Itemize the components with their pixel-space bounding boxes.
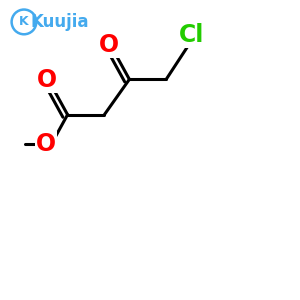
Text: O: O bbox=[36, 132, 56, 156]
Text: O: O bbox=[37, 68, 57, 92]
Text: K: K bbox=[19, 15, 29, 28]
Text: Cl: Cl bbox=[178, 22, 204, 46]
Text: Kuujia: Kuujia bbox=[31, 13, 89, 31]
Text: O: O bbox=[99, 33, 119, 57]
